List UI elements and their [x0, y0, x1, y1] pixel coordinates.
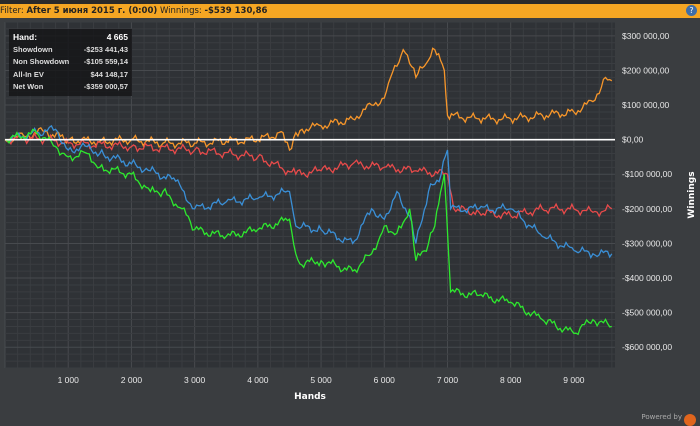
x-tick-label: 8 000: [500, 375, 522, 385]
stat-value: 4 665: [106, 32, 128, 42]
stat-value: -$253 441,43: [83, 44, 128, 54]
stat-hand: Hand: 4 665: [9, 31, 132, 44]
x-tick-label: 7 000: [437, 375, 459, 385]
filter-label: Filter:: [0, 6, 24, 16]
y-tick-label: $100 000,00: [622, 100, 670, 110]
stat-label: Showdown: [13, 44, 53, 54]
stat-value: $44 148,17: [90, 69, 128, 79]
stats-tooltip: Hand: 4 665 Showdown -$253 441,43 Non Show…: [9, 29, 132, 96]
y-tick-label: -$500 000,00: [622, 308, 672, 318]
y-tick-label: -$100 000,00: [622, 169, 672, 179]
stat-non-showdown: Non Showdown -$105 559,14: [9, 56, 132, 69]
x-tick-label: 9 000: [563, 375, 585, 385]
stat-allin-ev: All-In EV $44 148,17: [9, 69, 132, 82]
y-axis-label: Winnings: [687, 171, 697, 218]
help-icon[interactable]: ?: [686, 5, 697, 16]
x-axis-label: Hands: [294, 392, 326, 402]
y-tick-label: -$400 000,00: [622, 273, 672, 283]
series-line-2: [4, 131, 613, 220]
winnings-label: Winnings:: [159, 6, 202, 16]
x-tick-label: 3 000: [184, 375, 206, 385]
y-tick-label: -$300 000,00: [622, 238, 672, 248]
filter-value[interactable]: After 5 июня 2015 г. (0:00): [26, 6, 158, 16]
winnings-value: -$539 130,86: [204, 6, 268, 16]
series-line-1: [4, 47, 613, 152]
stat-label: Non Showdown: [13, 57, 70, 66]
stat-value: -$105 559,14: [83, 57, 128, 66]
x-tick-label: 1 000: [58, 375, 80, 385]
stat-showdown: Showdown -$253 441,43: [9, 44, 132, 57]
window-top: [0, 0, 700, 4]
y-tick-label: -$200 000,00: [622, 204, 672, 214]
stat-label: Net Won: [13, 82, 44, 91]
x-tick-label: 6 000: [374, 375, 396, 385]
x-tick-label: 4 000: [247, 375, 269, 385]
series-line-4: [4, 128, 612, 336]
filter-bar: Filter: After 5 июня 2015 г. (0:00) Winn…: [0, 4, 700, 18]
brand-logo-icon: [684, 414, 696, 426]
stat-value: -$359 000,57: [83, 82, 128, 91]
x-tick-label: 2 000: [121, 375, 143, 385]
stat-label: All-In EV: [13, 69, 44, 79]
series-line-3: [4, 124, 613, 260]
y-tick-label: -$600 000,00: [622, 342, 672, 352]
stat-net-won: Net Won -$359 000,57: [9, 81, 132, 94]
x-tick-label: 5 000: [310, 375, 332, 385]
y-tick-label: $300 000,00: [622, 31, 670, 41]
y-tick-label: $0,00: [622, 135, 644, 145]
y-tick-label: $200 000,00: [622, 65, 670, 75]
stat-label: Hand:: [13, 32, 38, 42]
powered-by: Powered by: [641, 413, 682, 421]
